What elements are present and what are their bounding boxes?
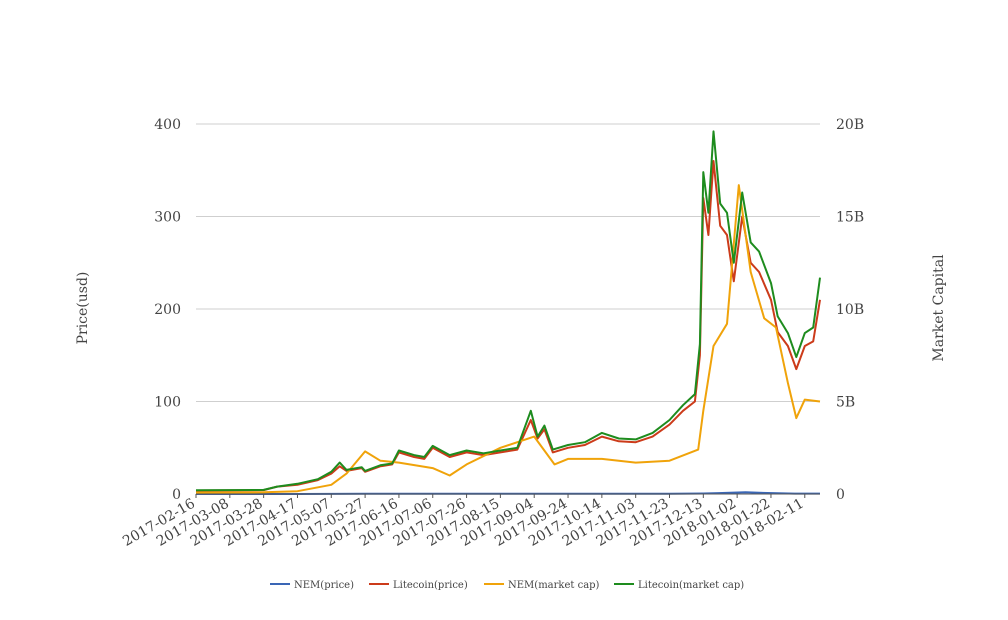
y-tick-label-right: 15B xyxy=(836,210,864,226)
y-tick-label-left: 0 xyxy=(172,487,181,503)
y-tick-label-right: 20B xyxy=(836,117,864,133)
legend-label: NEM(market cap) xyxy=(508,580,600,591)
series-line-litecoin-market-cap xyxy=(195,130,821,492)
y-tick-label-right: 0 xyxy=(836,487,845,503)
series-lines xyxy=(195,130,821,495)
y-tick-label-left: 100 xyxy=(154,395,181,411)
y-axis-right-label: Market Capital xyxy=(931,254,947,362)
legend-label: Litecoin(price) xyxy=(393,580,468,591)
gridlines xyxy=(196,123,820,495)
legend: NEM(price) Litecoin(price) NEM(market cap)… xyxy=(270,580,744,591)
y-tick-label-left: 300 xyxy=(154,210,181,226)
legend-label: Litecoin(market cap) xyxy=(638,580,744,591)
y-axis-left-label: Price(usd) xyxy=(75,272,91,345)
y-tick-label-right: 5B xyxy=(836,395,855,411)
y-tick-label-right: 10B xyxy=(836,302,864,318)
series-line-nem-market-cap xyxy=(195,184,821,494)
legend-label: NEM(price) xyxy=(294,580,354,591)
y-tick-label-left: 400 xyxy=(154,117,181,133)
y-tick-label-left: 200 xyxy=(154,302,181,318)
